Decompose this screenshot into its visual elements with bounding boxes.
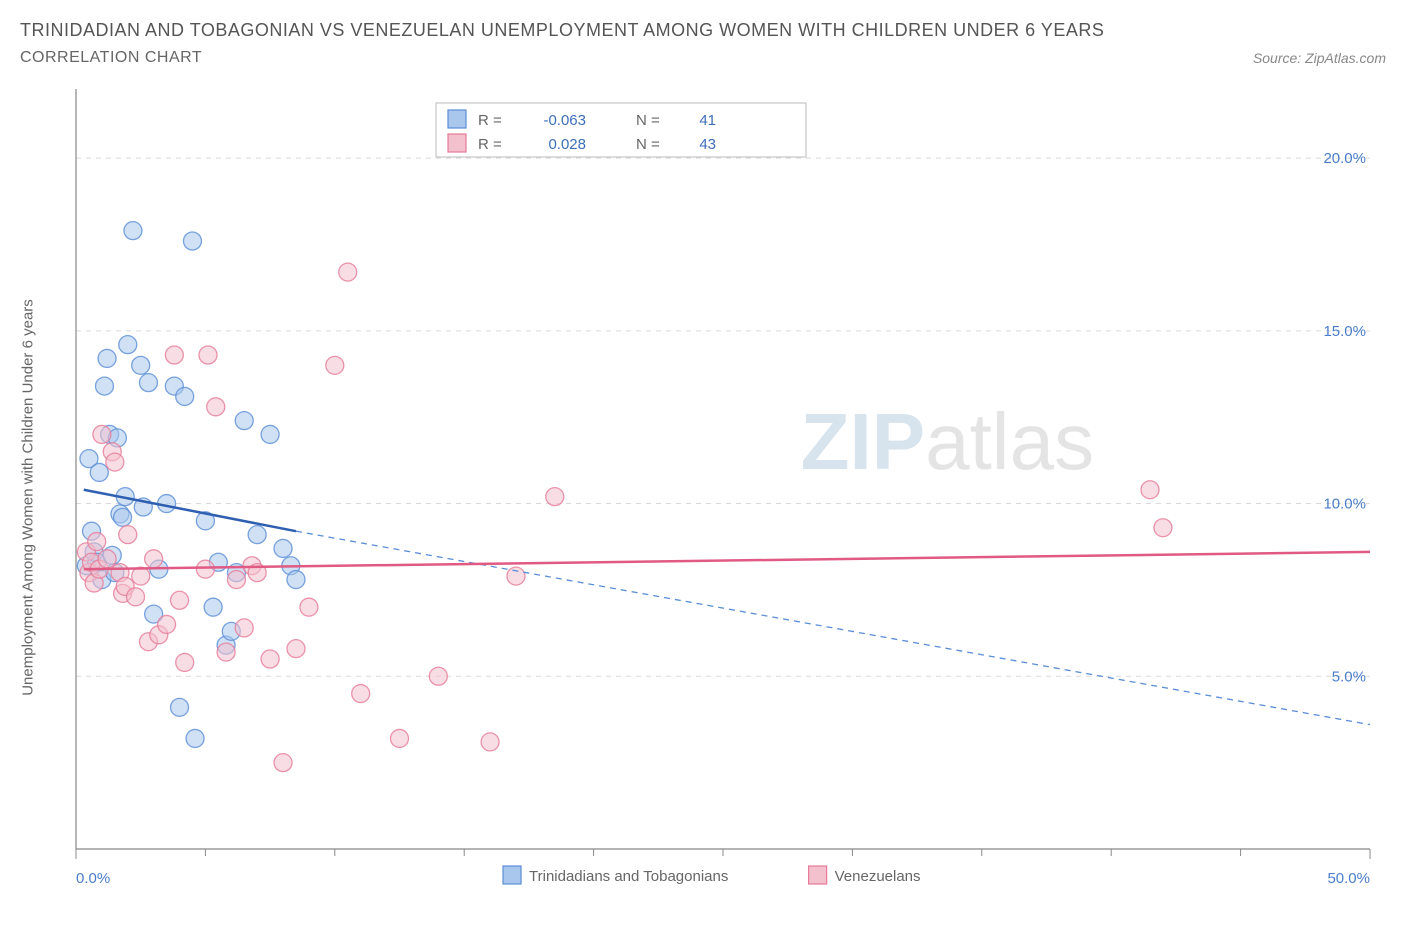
svg-text:R =: R = [478,112,502,129]
svg-text:20.0%: 20.0% [1323,150,1366,167]
svg-text:Venezuelans: Venezuelans [835,868,921,885]
source-citation: Source: ZipAtlas.com [1253,50,1386,66]
chart-subtitle: CORRELATION CHART [20,49,202,67]
svg-text:0.028: 0.028 [548,136,586,153]
svg-text:R =: R = [478,136,502,153]
svg-text:50.0%: 50.0% [1327,870,1370,887]
svg-text:10.0%: 10.0% [1323,496,1366,513]
svg-text:15.0%: 15.0% [1323,323,1366,340]
svg-text:N =: N = [636,112,660,129]
svg-text:5.0%: 5.0% [1332,668,1366,685]
svg-text:N =: N = [636,136,660,153]
chart-container: Unemployment Among Women with Children U… [20,79,1386,899]
chart-title: TRINIDADIAN AND TOBAGONIAN VS VENEZUELAN… [20,20,1386,41]
source-value: ZipAtlas.com [1305,50,1386,66]
y-axis-label: Unemployment Among Women with Children U… [20,299,37,696]
svg-text:41: 41 [699,112,716,129]
scatter-chart: ZIPatlas 0.0% 50.0% 5.0% 10.0% 15.0% 20.0% R = -… [20,79,1386,899]
svg-text:ZIPatlas: ZIPatlas [801,397,1094,486]
svg-text:0.0%: 0.0% [76,870,110,887]
svg-text:43: 43 [699,136,716,153]
source-label: Source: [1253,50,1301,66]
svg-text:Trinidadians and Tobagonians: Trinidadians and Tobagonians [529,868,728,885]
svg-text:-0.063: -0.063 [543,112,586,129]
subtitle-row: CORRELATION CHART Source: ZipAtlas.com [20,49,1386,67]
